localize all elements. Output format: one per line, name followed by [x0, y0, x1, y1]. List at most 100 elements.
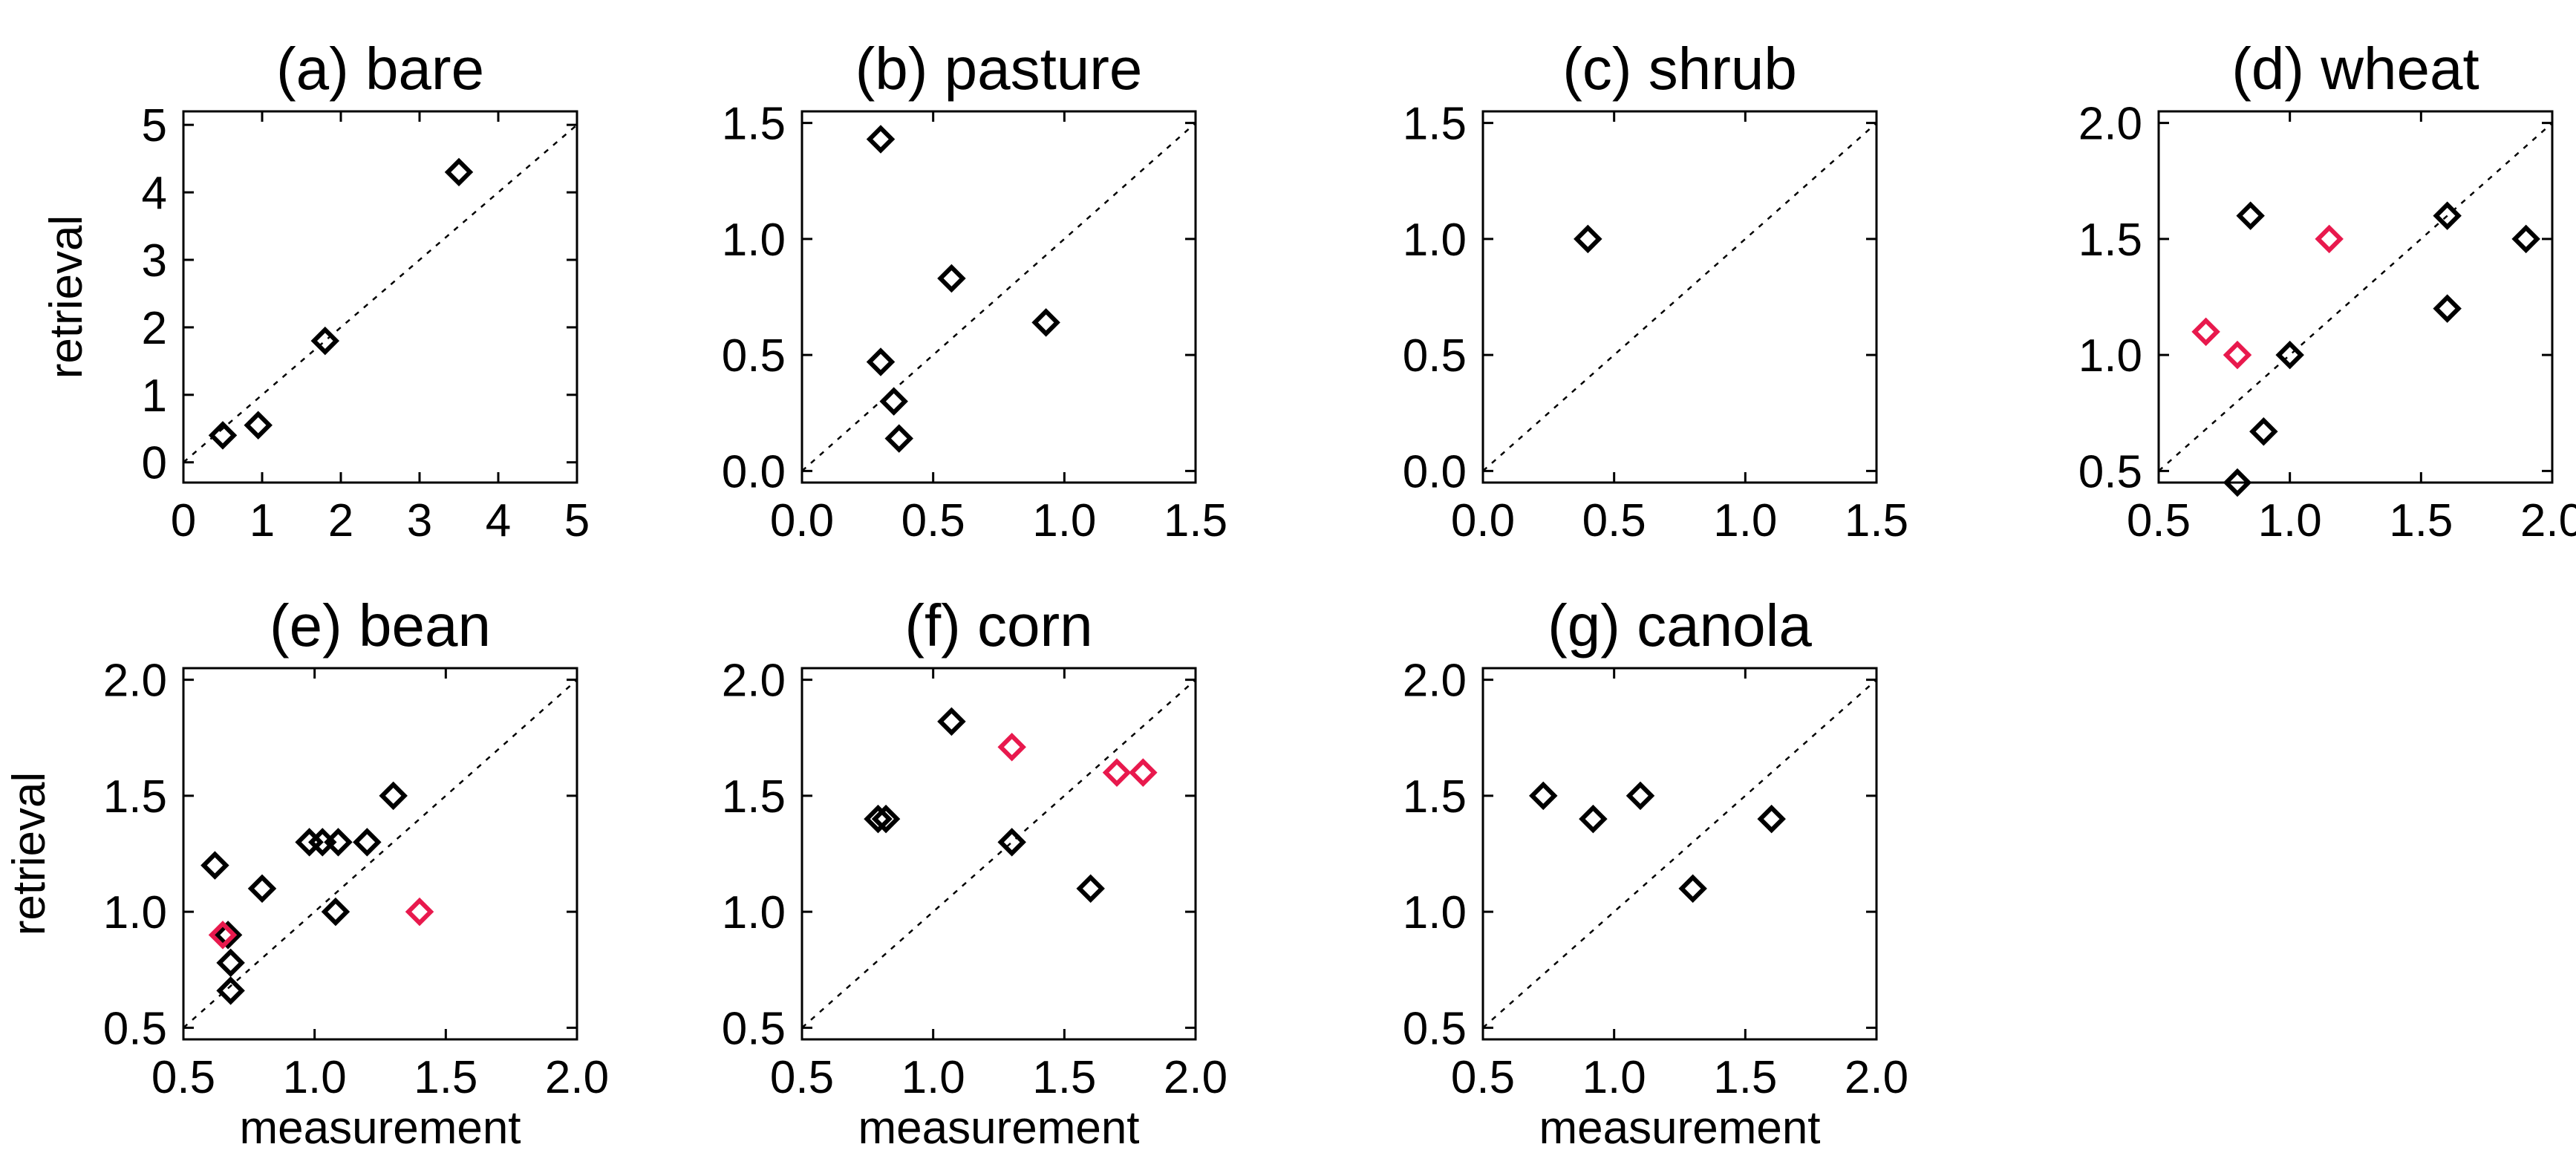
data-point-black	[879, 387, 908, 416]
data-point-black	[1757, 804, 1786, 834]
x-tick-label: 1.0	[1032, 495, 1096, 546]
y-tick-label: 1.0	[1403, 215, 1467, 266]
data-point-red	[1102, 758, 1132, 787]
y-tick-label: 0	[142, 438, 167, 489]
x-tick-label: 5	[564, 495, 590, 546]
panel-1: 0 1 2 3 4 5 0 1 2 3 4 5 (a) bare retrieval	[41, 36, 590, 546]
x-tick-label: 3	[407, 495, 432, 546]
y-tick-label: 1.0	[722, 215, 786, 266]
panel-4: 0.5 1.0 1.5 2.0 0.5 1.0 1.5 2.0 (d) wheat	[2078, 36, 2576, 546]
panel-title: (g) canola	[1548, 592, 1812, 659]
panel-title: (d) wheat	[2231, 36, 2479, 102]
one-to-one-line	[1483, 122, 1876, 472]
data-point-black	[1031, 308, 1060, 337]
y-tick-label: 1.5	[722, 771, 786, 823]
data-point-black	[244, 411, 273, 440]
one-to-one-line	[802, 122, 1196, 472]
y-tick-label: 1.5	[1403, 99, 1467, 150]
x-tick-label: 1.5	[1164, 495, 1227, 546]
data-point-black	[213, 921, 243, 950]
data-point-black	[2433, 294, 2462, 323]
x-tick-label: 2.0	[1164, 1052, 1227, 1103]
x-tick-label: 1.5	[2389, 495, 2453, 546]
y-axis-label: retrieval	[4, 772, 55, 936]
data-point-black	[353, 828, 382, 857]
data-point-red	[208, 921, 238, 950]
data-point-black	[937, 707, 966, 736]
x-axis-label: measurement	[858, 1102, 1139, 1154]
plot-frame	[182, 110, 578, 484]
y-tick-label: 1.0	[103, 887, 167, 938]
x-axis-label: measurement	[239, 1102, 521, 1154]
y-tick-label: 3	[142, 235, 167, 287]
data-point-red	[997, 733, 1026, 762]
y-axis-label: retrieval	[41, 215, 92, 379]
one-to-one-line	[1483, 679, 1876, 1029]
y-tick-label: 2.0	[2078, 99, 2142, 150]
one-to-one-line	[2159, 122, 2552, 472]
data-point-black	[216, 976, 245, 1005]
data-point-black	[997, 828, 1026, 857]
y-tick-label: 0.5	[722, 1003, 786, 1054]
y-tick-label: 1	[142, 370, 167, 422]
data-point-black	[321, 897, 350, 927]
panel-5: 0.5 1.0 1.5 2.0 0.5 1.0 1.5 2.0 (e) bean measurem…	[4, 592, 609, 1154]
plot-frame	[1481, 110, 1878, 484]
x-tick-label: 0.0	[1451, 495, 1515, 546]
panel-title: (e) bean	[270, 592, 491, 659]
x-axis-label: measurement	[1539, 1102, 1820, 1154]
data-point-red	[1129, 758, 1158, 787]
plot-frame	[1481, 667, 1878, 1041]
panel-2: 0.0 0.5 1.0 1.5 0.0 0.5 1.0 1.5 (b) pasture	[722, 36, 1227, 546]
panel-title: (f) corn	[904, 592, 1092, 659]
data-point-red	[2191, 317, 2220, 347]
data-point-black	[324, 828, 353, 857]
x-tick-label: 4	[486, 495, 511, 546]
data-point-black	[1678, 874, 1707, 904]
plot-frame	[2157, 110, 2554, 484]
data-point-black	[2223, 468, 2252, 497]
data-point-black	[2511, 224, 2540, 254]
plot-frame	[800, 667, 1197, 1041]
x-tick-label: 0.0	[770, 495, 834, 546]
data-point-black	[884, 424, 913, 453]
data-point-black	[2236, 201, 2265, 230]
plot-frame	[800, 110, 1197, 484]
data-point-black	[866, 347, 896, 376]
x-tick-label: 0	[171, 495, 196, 546]
x-tick-label: 0.5	[770, 1052, 834, 1103]
y-tick-label: 2.0	[103, 656, 167, 707]
x-tick-label: 2.0	[1845, 1052, 1908, 1103]
x-tick-label: 0.5	[1582, 495, 1646, 546]
y-tick-label: 1.0	[722, 887, 786, 938]
x-tick-label: 0.5	[901, 495, 965, 546]
y-tick-label: 1.0	[1403, 887, 1467, 938]
panel-7: 0.5 1.0 1.5 2.0 0.5 1.0 1.5 2.0 (g) canola measur…	[1403, 592, 1908, 1154]
y-tick-label: 2.0	[722, 656, 786, 707]
one-to-one-line	[802, 679, 1196, 1029]
data-point-black	[1626, 781, 1655, 811]
data-point-red	[2223, 340, 2252, 370]
data-point-black	[1076, 874, 1105, 904]
x-tick-label: 0.5	[2127, 495, 2191, 546]
y-tick-label: 2.0	[1403, 656, 1467, 707]
data-point-black	[247, 874, 277, 904]
x-tick-label: 2.0	[545, 1052, 609, 1103]
panel-title: (b) pasture	[855, 36, 1143, 102]
data-point-black	[208, 421, 238, 450]
y-tick-label: 5	[142, 100, 167, 151]
x-tick-label: 0.5	[151, 1052, 215, 1103]
data-point-red	[405, 897, 434, 927]
y-tick-label: 0.5	[103, 1003, 167, 1054]
panel-title: (a) bare	[276, 36, 484, 102]
y-tick-label: 0.0	[1403, 446, 1467, 497]
data-point-black	[866, 125, 896, 154]
data-point-black	[444, 157, 474, 187]
y-tick-label: 1.5	[722, 99, 786, 150]
data-point-black	[1579, 804, 1608, 834]
data-point-black	[2433, 201, 2462, 230]
panel-3: 0.0 0.5 1.0 1.5 0.0 0.5 1.0 1.5 (c) shrub	[1403, 36, 1908, 546]
data-point-black	[1574, 224, 1602, 254]
x-tick-label: 1.5	[1713, 1052, 1777, 1103]
